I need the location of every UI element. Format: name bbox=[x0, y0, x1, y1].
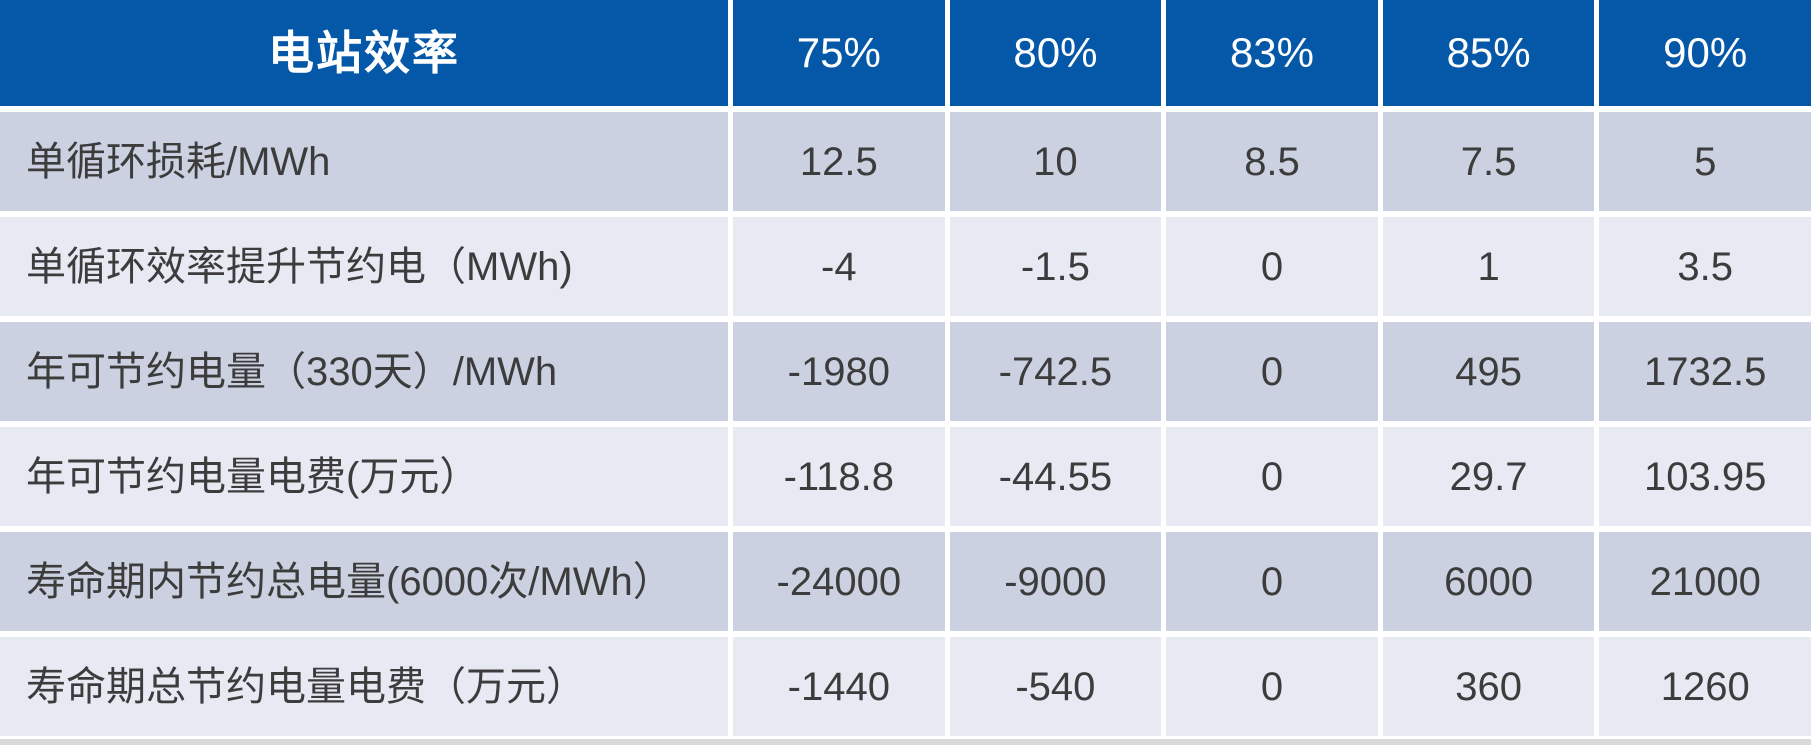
value-cell: 29.7 bbox=[1382, 427, 1595, 526]
value-cell: 21000 bbox=[1599, 532, 1811, 631]
value-cell: 5 bbox=[1599, 112, 1811, 211]
row-label-cell: 寿命期总节约电量电费（万元） bbox=[0, 637, 728, 736]
value-cell: -118.8 bbox=[733, 427, 945, 526]
value-cell: -9000 bbox=[949, 532, 1162, 631]
value-cell: 7.5 bbox=[1382, 112, 1595, 211]
row-label-cell: 单循环损耗/MWh bbox=[0, 112, 728, 211]
row-label-cell: 年可节约电量电费(万元） bbox=[0, 427, 728, 526]
value-cell: -1980 bbox=[733, 322, 945, 421]
value-cell: 495 bbox=[1382, 322, 1595, 421]
header-col-80: 80% bbox=[949, 0, 1162, 106]
value-cell: -24000 bbox=[733, 532, 945, 631]
header-title-cell: 电站效率 bbox=[0, 0, 728, 106]
value-cell: -44.55 bbox=[949, 427, 1162, 526]
value-cell: -1.5 bbox=[949, 217, 1162, 316]
value-cell: 0 bbox=[1166, 532, 1378, 631]
value-cell: 1 bbox=[1382, 217, 1595, 316]
value-cell: -742.5 bbox=[949, 322, 1162, 421]
bottom-edge-strip bbox=[0, 739, 1811, 745]
header-col-75: 75% bbox=[733, 0, 945, 106]
value-cell: -1440 bbox=[733, 637, 945, 736]
value-cell: 0 bbox=[1166, 637, 1378, 736]
row-label-cell: 年可节约电量（330天）/MWh bbox=[0, 322, 728, 421]
value-cell: 0 bbox=[1166, 217, 1378, 316]
value-cell: -4 bbox=[733, 217, 945, 316]
header-col-90: 90% bbox=[1599, 0, 1811, 106]
value-cell: 3.5 bbox=[1599, 217, 1811, 316]
value-cell: 6000 bbox=[1382, 532, 1595, 631]
value-cell: 1260 bbox=[1599, 637, 1811, 736]
value-cell: 360 bbox=[1382, 637, 1595, 736]
row-label-cell: 寿命期内节约总电量(6000次/MWh） bbox=[0, 532, 728, 631]
value-cell: 8.5 bbox=[1166, 112, 1378, 211]
value-cell: -540 bbox=[949, 637, 1162, 736]
value-cell: 103.95 bbox=[1599, 427, 1811, 526]
value-cell: 0 bbox=[1166, 322, 1378, 421]
value-cell: 10 bbox=[949, 112, 1162, 211]
value-cell: 0 bbox=[1166, 427, 1378, 526]
value-cell: 12.5 bbox=[733, 112, 945, 211]
header-col-83: 83% bbox=[1166, 0, 1378, 106]
value-cell: 1732.5 bbox=[1599, 322, 1811, 421]
row-label-cell: 单循环效率提升节约电（MWh) bbox=[0, 217, 728, 316]
header-col-85: 85% bbox=[1382, 0, 1595, 106]
